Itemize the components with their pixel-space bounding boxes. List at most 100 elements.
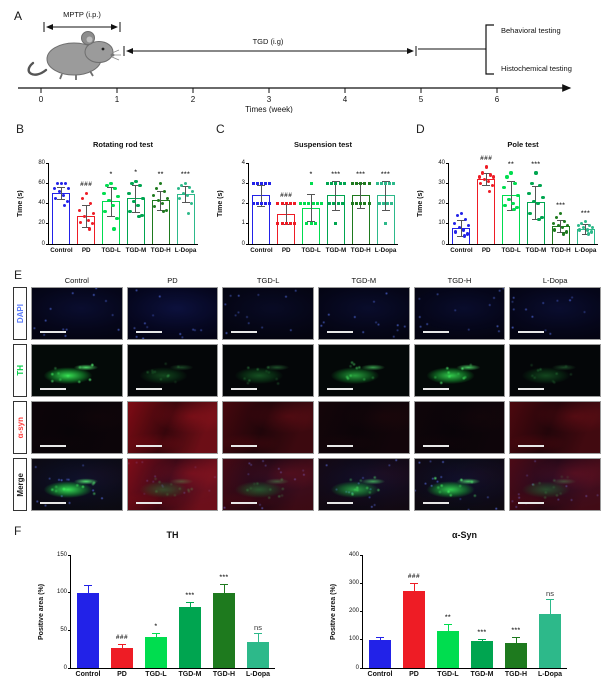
row-label-text: DAPI <box>15 303 25 324</box>
category-label: TGD-M <box>470 671 494 678</box>
data-point <box>538 183 542 187</box>
error-cap-bottom <box>556 231 565 233</box>
data-point <box>342 181 346 185</box>
micrograph-th-tgd-m <box>317 344 410 397</box>
row-label-α-syn: α-syn <box>13 401 27 454</box>
data-point <box>566 224 570 228</box>
data-point <box>137 214 141 219</box>
panel-b-rotating-rod-chart: B Rotating rod test Time (s) 0 20 40 60 80 Co… <box>8 116 204 274</box>
panel-d-letter: D <box>416 122 425 136</box>
error-bar <box>549 599 551 614</box>
y-tick-label: 60 <box>38 179 45 186</box>
data-point <box>388 181 392 185</box>
data-point <box>303 202 307 205</box>
category-label: PD <box>409 671 419 678</box>
data-point <box>107 198 111 203</box>
error-cap-bottom <box>457 235 466 237</box>
category-label: L-Dopa <box>245 671 271 678</box>
panel-a-letter: A <box>14 9 22 23</box>
svg-text:3: 3 <box>267 95 272 104</box>
data-point <box>112 227 116 231</box>
data-point <box>162 209 166 214</box>
significance-label: ns <box>254 622 262 632</box>
data-point <box>189 201 194 206</box>
significance-label: *** <box>511 627 521 635</box>
panel-f-th-chart: TH Positive area (%) 0 50 100 150 Control ###… <box>8 530 300 682</box>
panel-e-rows: DAPI TH α-syn Merge <box>13 287 601 511</box>
error-cap-top <box>257 185 266 187</box>
row-label-text: α-syn <box>15 416 25 439</box>
category-label: TGD-H <box>150 247 171 254</box>
scale-bar <box>135 501 162 504</box>
y-tick-label: 40 <box>38 200 45 206</box>
data-point <box>552 222 556 226</box>
data-point <box>355 202 359 205</box>
data-point <box>53 196 58 201</box>
y-tick-label: 150 <box>56 551 67 558</box>
significance-label: *** <box>531 161 541 169</box>
data-point <box>512 207 516 212</box>
data-point <box>280 222 284 226</box>
data-point <box>259 202 263 205</box>
panel-e-micrograph-grid: Control PD TGD-L TGD-M TGD-H L-Dopa DAPI TH α-s… <box>13 276 601 511</box>
data-point <box>140 213 144 218</box>
scale-bar <box>40 387 66 390</box>
y-tick-mark <box>68 629 71 631</box>
error-bar <box>160 191 162 210</box>
micrograph-th-tgd-l <box>222 344 314 397</box>
data-point <box>288 202 292 205</box>
data-point <box>487 189 491 194</box>
significance-label: ** <box>508 161 515 169</box>
micrograph-α-syn-control <box>31 401 123 454</box>
data-point <box>513 181 517 185</box>
bar-control <box>77 592 99 668</box>
category-label: TGD-M <box>125 247 147 254</box>
data-point <box>90 222 94 226</box>
data-point <box>355 181 359 185</box>
data-point <box>113 186 117 190</box>
data-point <box>328 202 332 205</box>
scale-bar <box>422 387 449 390</box>
y-tick-label: 0 <box>241 240 245 247</box>
bar-l-dopa <box>539 613 561 668</box>
scale-bar <box>326 501 353 504</box>
bar-tgd-l <box>437 631 459 668</box>
category-label: TGD-L <box>437 671 459 678</box>
timeline-axis-label: Times (week) <box>245 105 293 113</box>
panel-e-column-headers: Control PD TGD-L TGD-M TGD-H L-Dopa <box>13 276 601 287</box>
data-point <box>264 181 268 185</box>
data-point <box>280 202 284 205</box>
data-point <box>555 215 559 220</box>
error-cap-top <box>512 637 520 639</box>
data-point <box>359 181 363 185</box>
data-point <box>251 202 255 205</box>
data-point <box>136 203 140 208</box>
category-label: Control <box>367 671 393 678</box>
panel-a-timeline: A MPTP (i.p.) TGD (i.g) Behavioral testi… <box>14 9 572 113</box>
data-point <box>103 209 107 214</box>
category-label: TGD-H <box>212 671 236 678</box>
bar-tgd-m <box>179 606 201 668</box>
data-point <box>179 183 184 187</box>
mptp-label: MPTP (i.p.) <box>63 10 101 19</box>
error-bar <box>257 632 259 642</box>
data-point <box>359 202 363 205</box>
panel-f-th-plot: 0 50 100 150 Control ### PD * TGD-L *** TGD-M *** TG… <box>57 552 275 678</box>
data-point <box>80 196 84 201</box>
scale-bar <box>135 387 162 390</box>
micrograph-merge-control <box>31 458 123 511</box>
y-tick-label: 50 <box>60 626 67 633</box>
category-label: TGD-L <box>101 247 121 254</box>
data-point <box>268 181 272 185</box>
data-point <box>381 202 385 205</box>
y-tick-mark <box>246 182 249 184</box>
data-point <box>537 218 541 222</box>
error-bar <box>447 623 449 632</box>
data-point <box>579 222 584 226</box>
data-point <box>367 202 371 205</box>
data-point <box>350 181 354 185</box>
scale-bar <box>231 387 258 390</box>
significance-label: ### <box>280 191 293 199</box>
scale-bar <box>518 387 545 390</box>
data-point <box>288 222 292 226</box>
